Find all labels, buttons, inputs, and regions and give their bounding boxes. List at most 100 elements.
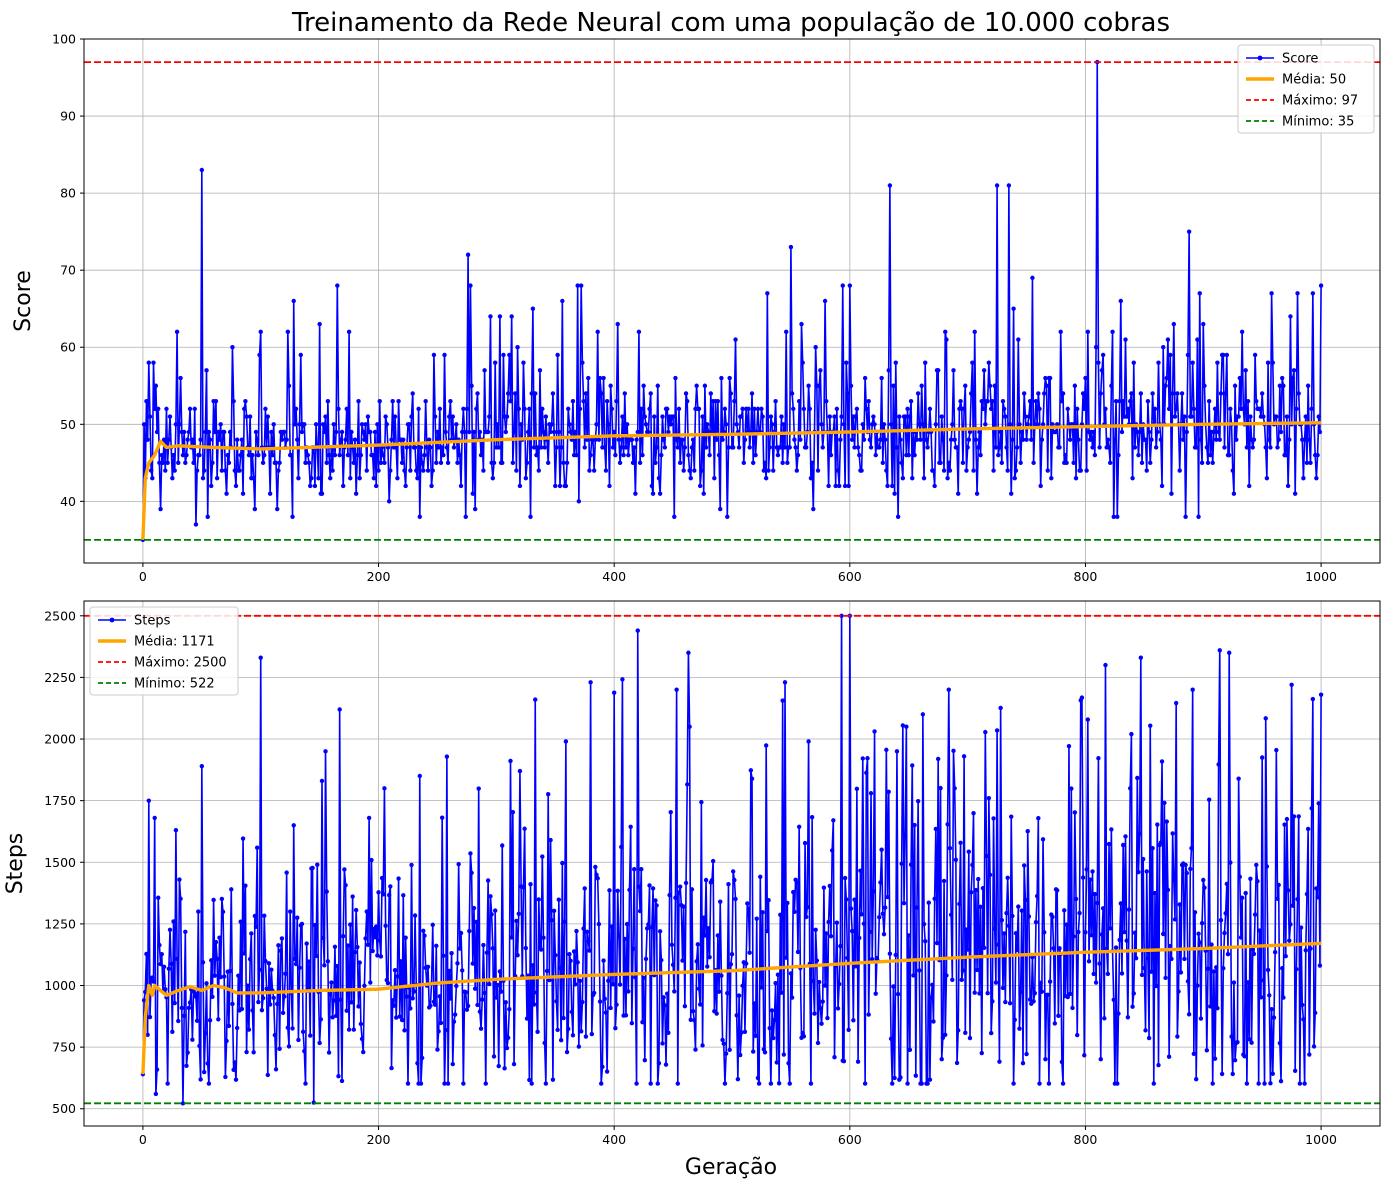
- steps-point: [447, 968, 452, 974]
- score-point: [665, 406, 670, 412]
- steps-point: [1284, 816, 1290, 822]
- score-point: [826, 483, 831, 489]
- steps-point: [1173, 700, 1179, 706]
- score-point: [536, 468, 541, 473]
- steps-point: [877, 915, 882, 920]
- steps-point: [1182, 956, 1187, 962]
- score-point: [1184, 429, 1189, 435]
- steps-point: [853, 964, 858, 969]
- steps-point: [1229, 1034, 1234, 1039]
- steps-point: [1118, 901, 1124, 906]
- steps-point: [619, 844, 624, 850]
- score-point: [923, 360, 928, 365]
- steps-point: [1209, 942, 1214, 947]
- steps-point: [788, 971, 794, 976]
- steps-point: [408, 1006, 413, 1011]
- score-point: [511, 429, 517, 435]
- steps-point: [583, 1034, 589, 1039]
- steps-ytick-label: 1750: [44, 793, 76, 808]
- steps-point: [857, 935, 862, 941]
- steps-point: [582, 886, 587, 891]
- steps-point: [542, 1040, 547, 1046]
- score-point: [332, 452, 338, 458]
- steps-point: [541, 935, 546, 940]
- steps-point: [1315, 895, 1320, 900]
- score-ytick-label: 80: [60, 186, 76, 201]
- steps-point: [865, 756, 870, 761]
- score-point: [517, 483, 523, 489]
- steps-point: [464, 1007, 470, 1012]
- steps-point: [1096, 756, 1101, 761]
- steps-point: [368, 980, 373, 985]
- score-ytick-label: 60: [60, 340, 76, 355]
- score-point: [634, 437, 639, 442]
- score-point: [176, 460, 181, 466]
- steps-point: [329, 980, 334, 985]
- steps-point: [578, 1029, 584, 1034]
- steps-point: [280, 1010, 286, 1016]
- score-point: [855, 445, 861, 450]
- steps-point: [1163, 975, 1168, 981]
- score-point: [406, 422, 412, 427]
- steps-point: [894, 749, 900, 754]
- score-point: [386, 499, 392, 504]
- score-point: [435, 429, 440, 435]
- steps-point: [245, 983, 250, 988]
- steps-point: [240, 836, 246, 841]
- steps-point: [930, 982, 935, 987]
- steps-point: [265, 1072, 270, 1078]
- score-point: [154, 429, 160, 435]
- score-point: [244, 414, 249, 419]
- steps-point: [669, 942, 675, 948]
- score-point: [997, 445, 1002, 450]
- steps-point: [282, 994, 287, 999]
- steps-point: [991, 816, 996, 821]
- steps-point: [323, 749, 328, 754]
- steps-point: [1090, 869, 1095, 874]
- score-point: [950, 422, 955, 427]
- score-point: [1296, 391, 1301, 396]
- steps-point: [154, 1067, 160, 1072]
- steps-point: [210, 994, 215, 1000]
- score-point: [910, 476, 915, 481]
- steps-point: [1218, 917, 1224, 923]
- steps-point: [308, 1033, 313, 1038]
- score-point: [1146, 429, 1152, 435]
- steps-point: [386, 892, 392, 898]
- steps-point: [355, 944, 360, 950]
- score-point: [1217, 437, 1222, 442]
- steps-point: [786, 1060, 791, 1066]
- steps-point: [1214, 965, 1219, 970]
- steps-point: [603, 1010, 609, 1015]
- steps-point: [921, 921, 927, 927]
- score-point: [173, 422, 179, 427]
- score-point: [1244, 445, 1250, 450]
- steps-point: [1079, 695, 1085, 700]
- steps-point: [350, 894, 355, 899]
- steps-point: [366, 815, 372, 821]
- score-point: [1155, 429, 1160, 435]
- steps-point: [1208, 1004, 1213, 1009]
- score-point: [501, 352, 506, 358]
- score-point: [414, 468, 419, 473]
- steps-point: [461, 1081, 466, 1086]
- steps-point: [1190, 687, 1195, 692]
- steps-point: [244, 1049, 249, 1055]
- score-point: [251, 476, 256, 481]
- steps-point: [409, 862, 414, 868]
- score-point: [1304, 460, 1310, 466]
- steps-ytick-label: 750: [52, 1040, 76, 1055]
- steps-point: [774, 1060, 779, 1065]
- score-point: [1116, 452, 1121, 458]
- steps-point: [492, 908, 498, 913]
- steps-point: [806, 739, 811, 744]
- steps-point: [543, 1081, 549, 1086]
- steps-point: [852, 897, 857, 902]
- steps-point: [972, 990, 977, 995]
- steps-point: [185, 1050, 190, 1055]
- steps-point: [165, 1081, 170, 1086]
- steps-point: [749, 776, 755, 781]
- steps-point: [1155, 822, 1160, 827]
- steps-point: [1148, 723, 1153, 728]
- score-point: [299, 429, 305, 435]
